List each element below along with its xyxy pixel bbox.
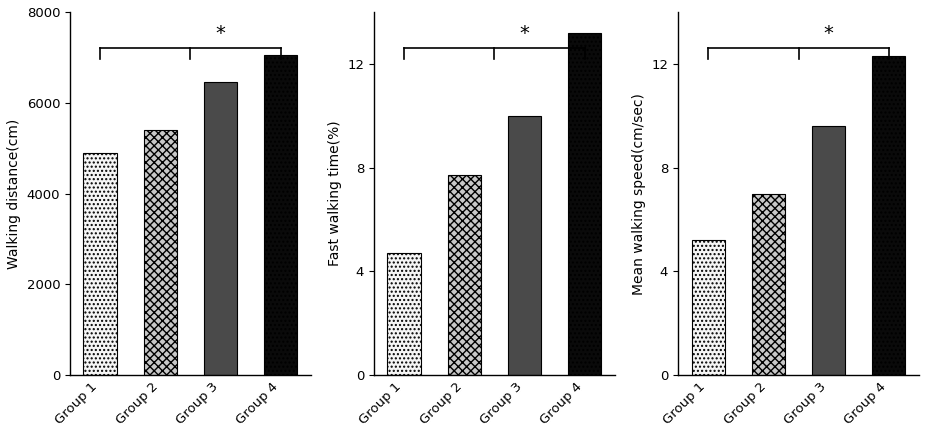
Bar xyxy=(83,153,117,375)
Text: *: * xyxy=(216,24,225,43)
Text: *: * xyxy=(824,24,833,43)
Bar xyxy=(812,126,845,375)
Bar xyxy=(752,194,785,375)
Y-axis label: Walking distance(cm): Walking distance(cm) xyxy=(6,118,21,269)
Bar xyxy=(264,55,297,375)
Bar xyxy=(387,253,420,375)
Bar xyxy=(508,116,541,375)
Bar xyxy=(204,82,237,375)
Bar xyxy=(144,130,177,375)
Bar xyxy=(569,33,602,375)
Y-axis label: Fast walking time(%): Fast walking time(%) xyxy=(328,121,342,266)
Bar xyxy=(872,56,906,375)
Text: *: * xyxy=(519,24,530,43)
Bar xyxy=(448,175,481,375)
Y-axis label: Mean walking speed(cm/sec): Mean walking speed(cm/sec) xyxy=(632,93,645,295)
Bar xyxy=(692,240,725,375)
